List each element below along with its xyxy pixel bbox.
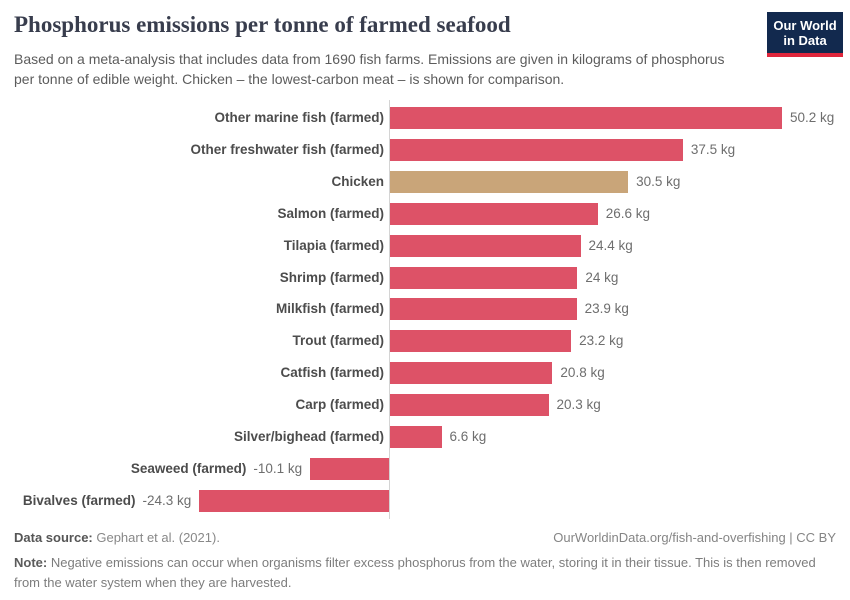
category-label: Bivalves (farmed) (22, 493, 136, 508)
data-source-text: Gephart et al. (2021). (92, 530, 220, 545)
category-label: Milkfish (farmed) (275, 301, 384, 316)
category-label: Chicken (331, 174, 384, 189)
data-source-label: Data source: (14, 530, 93, 545)
value-label: 30.5 kg (636, 174, 681, 189)
bar (390, 235, 581, 257)
bar (390, 267, 578, 289)
value-label: 26.6 kg (605, 206, 650, 221)
category-label: Salmon (farmed) (277, 206, 384, 221)
value-label: -24.3 kg (142, 493, 192, 508)
value-label: 37.5 kg (690, 142, 736, 157)
value-label: 23.2 kg (579, 333, 624, 348)
bar (390, 203, 598, 225)
value-label: 6.6 kg (449, 429, 487, 444)
chart-title: Phosphorus emissions per tonne of farmed… (14, 12, 511, 37)
value-label: 24.4 kg (588, 238, 633, 253)
bar (199, 490, 389, 512)
source-link[interactable]: OurWorldinData.org/fish-and-overfishing … (553, 530, 836, 545)
value-label: 23.9 kg (584, 301, 629, 316)
category-label: Other marine fish (farmed) (214, 110, 384, 125)
category-label: Other freshwater fish (farmed) (190, 142, 384, 157)
negative-bar-label: Seaweed (farmed) -10.1 kg (131, 458, 302, 479)
bar (390, 139, 683, 161)
value-label: 20.8 kg (560, 365, 605, 380)
category-label: Silver/bighead (farmed) (233, 429, 384, 444)
note: Note: Negative emissions can occur when … (14, 553, 820, 592)
bar (390, 330, 572, 352)
category-label: Tilapia (farmed) (283, 238, 384, 253)
category-label: Catfish (farmed) (280, 365, 384, 380)
category-label: Trout (farmed) (292, 333, 384, 348)
value-label: 50.2 kg (790, 110, 835, 125)
category-label: Seaweed (farmed) (130, 461, 247, 476)
category-label: Carp (farmed) (295, 397, 384, 412)
bar (390, 362, 553, 384)
note-label: Note: (14, 555, 48, 571)
value-label: -10.1 kg (253, 461, 303, 476)
source-row: Data source: Gephart et al. (2021). OurW… (14, 529, 836, 547)
bar (390, 107, 782, 129)
category-label: Shrimp (farmed) (279, 270, 384, 285)
header: Phosphorus emissions per tonne of farmed… (14, 12, 843, 90)
negative-bar-label: Bivalves (farmed) -24.3 kg (23, 490, 191, 511)
bar (390, 298, 577, 320)
zero-axis-line (389, 100, 390, 519)
logo-line1: Our World (773, 18, 837, 33)
bar (390, 394, 549, 416)
note-text: Negative emissions can occur when organi… (14, 555, 816, 590)
logo-line2: in Data (783, 33, 827, 48)
bar (390, 171, 629, 193)
footer: Data source: Gephart et al. (2021). OurW… (14, 529, 836, 592)
chart-subtitle: Based on a meta-analysis that includes d… (14, 51, 725, 88)
bar (390, 426, 442, 448)
value-label: 24 kg (585, 270, 619, 285)
bar (310, 458, 389, 480)
value-label: 20.3 kg (556, 397, 601, 412)
owid-logo[interactable]: Our World in Data (767, 12, 843, 57)
bar-chart: Other marine fish (farmed) 50.2 kg Other f… (0, 100, 850, 519)
data-source: Data source: Gephart et al. (2021). (14, 529, 220, 547)
